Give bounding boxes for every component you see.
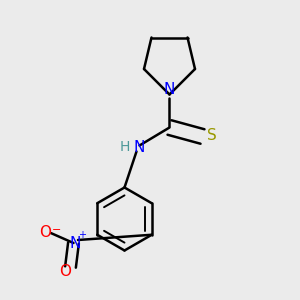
Text: −: − [51, 224, 61, 235]
Text: S: S [207, 128, 216, 142]
Text: O: O [59, 264, 71, 279]
Text: N: N [133, 140, 145, 154]
Text: H: H [120, 140, 130, 154]
Text: +: + [79, 230, 86, 241]
Text: N: N [69, 236, 81, 250]
Text: O: O [39, 225, 51, 240]
Text: N: N [164, 82, 175, 97]
